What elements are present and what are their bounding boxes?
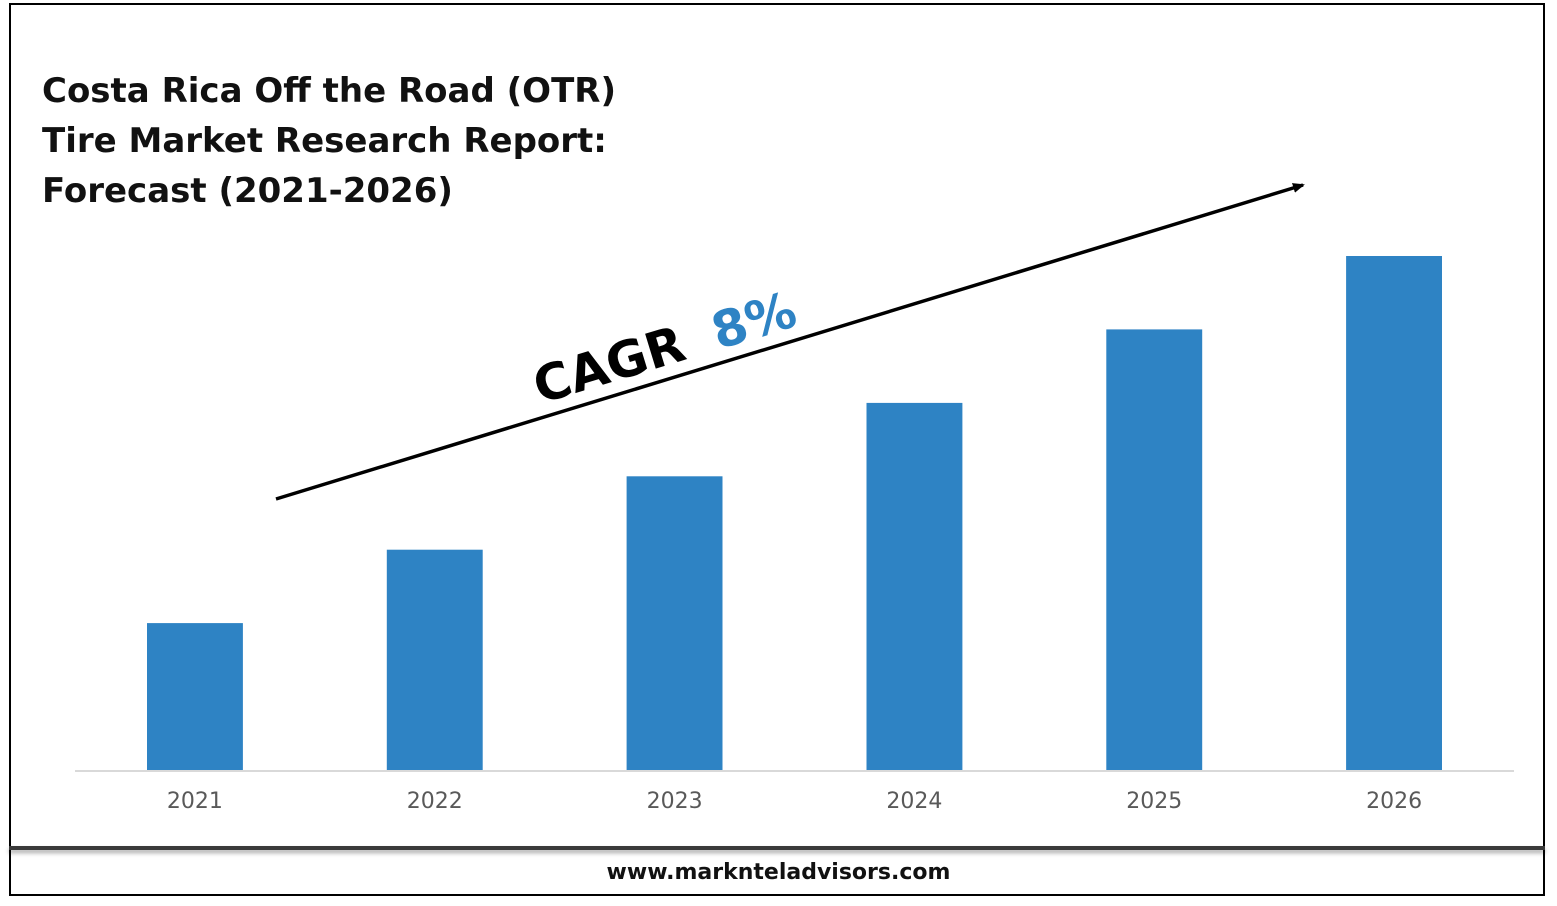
bar-2023 bbox=[626, 476, 723, 770]
cagr-value: 8% bbox=[705, 281, 803, 361]
footer-divider bbox=[9, 846, 1545, 850]
x-tick-label-2025: 2025 bbox=[1126, 789, 1182, 814]
x-tick-label-2021: 2021 bbox=[167, 789, 223, 814]
title-line-3: Forecast (2021-2026) bbox=[42, 171, 453, 211]
x-tick-label-2023: 2023 bbox=[647, 789, 703, 814]
outer-frame bbox=[9, 3, 1545, 896]
bar-2024 bbox=[866, 402, 963, 770]
x-tick-label-2024: 2024 bbox=[886, 789, 942, 814]
x-tick-label-2022: 2022 bbox=[407, 789, 463, 814]
bar-2022 bbox=[386, 549, 483, 770]
trend-arrow bbox=[275, 183, 1305, 501]
bar-2025 bbox=[1106, 329, 1203, 770]
x-tick-label-2026: 2026 bbox=[1366, 789, 1422, 814]
bar-2021 bbox=[147, 623, 243, 770]
cagr-annotation: CAGR 8% bbox=[527, 281, 803, 416]
title-line-2: Tire Market Research Report: bbox=[42, 121, 607, 161]
cagr-label: CAGR bbox=[527, 315, 692, 416]
website-url: www.marknteladvisors.com bbox=[606, 860, 951, 885]
bars-group bbox=[147, 256, 1442, 770]
x-tick-labels: 2021 2022 2023 2024 2025 2026 bbox=[167, 789, 1422, 814]
chart-title: Costa Rica Off the Road (OTR) Tire Marke… bbox=[42, 66, 682, 216]
bar-2026 bbox=[1346, 256, 1442, 770]
title-line-1: Costa Rica Off the Road (OTR) bbox=[42, 71, 616, 111]
